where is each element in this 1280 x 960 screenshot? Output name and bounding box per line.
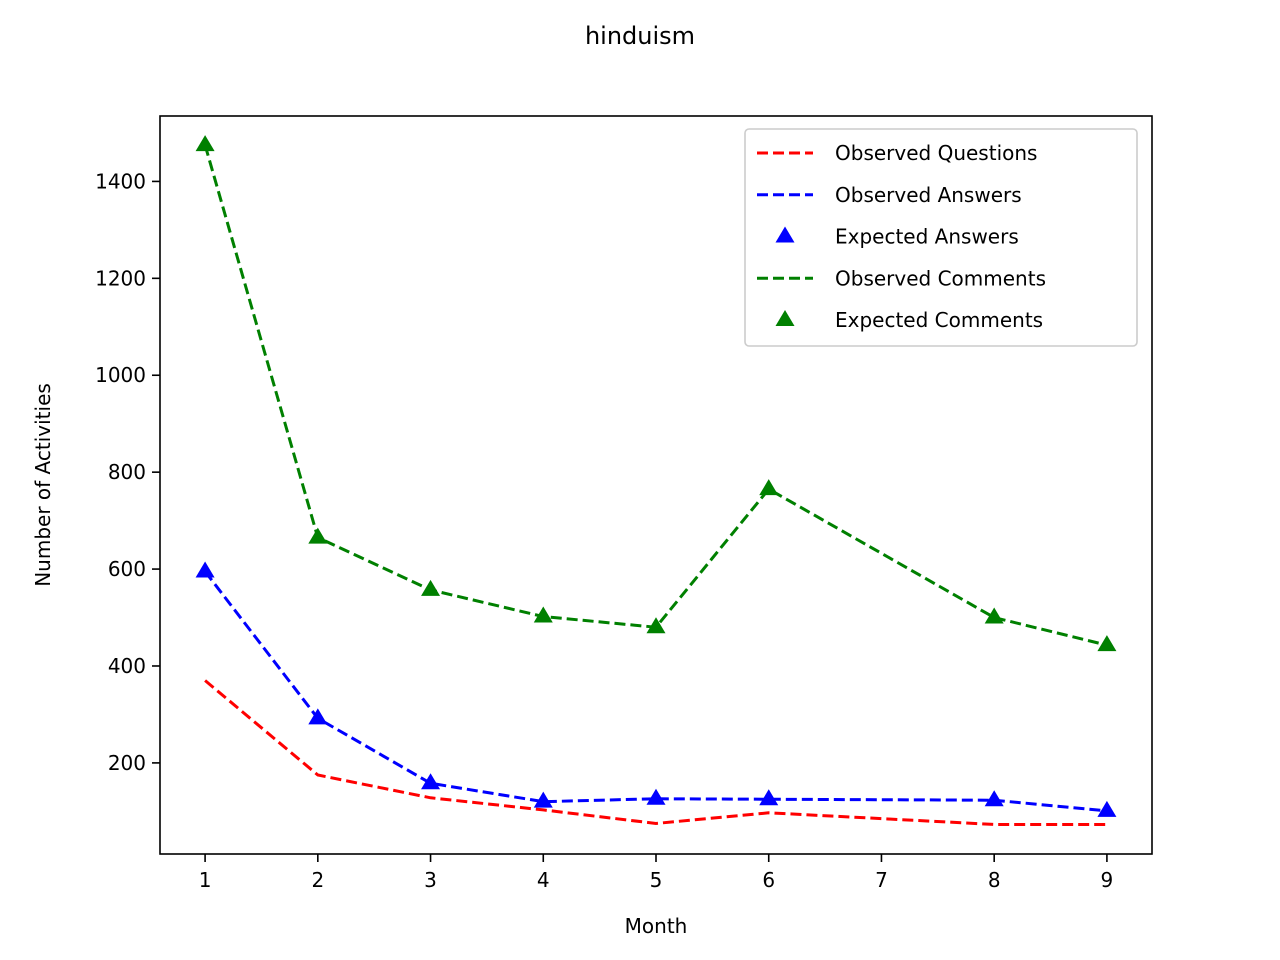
data-point-expected-comments: [646, 617, 666, 634]
data-point-expected-comments: [195, 135, 215, 152]
chart-title: hinduism: [585, 22, 695, 50]
x-tick-label: 2: [311, 868, 324, 892]
series-observed-comments: [203, 144, 1108, 647]
legend-item-observed-answers: Observed Answers: [757, 183, 1022, 207]
y-tick-label: 800: [108, 460, 146, 484]
y-tick-label: 1000: [95, 363, 146, 387]
series-line-observed-answers: [203, 570, 1108, 813]
series-observed-questions: [204, 679, 1107, 826]
x-tick-label: 1: [199, 868, 212, 892]
x-tick-label: 6: [762, 868, 775, 892]
data-point-expected-answers: [195, 561, 215, 578]
x-axis: 1 2 3 4 5 6 7 8 9: [199, 854, 1114, 892]
y-tick-label: 1200: [95, 266, 146, 290]
y-axis-label: Number of Activities: [31, 383, 55, 587]
legend: Observed Questions Observed Answers Expect…: [744, 128, 1138, 347]
data-point-expected-answers: [533, 791, 553, 808]
y-axis: 200 400 600 800 1000 1200 1400: [95, 169, 160, 775]
legend-label: Observed Answers: [835, 183, 1022, 207]
legend-label: Observed Comments: [835, 266, 1046, 290]
data-point-expected-comments: [1097, 635, 1117, 652]
data-point-expected-answers: [759, 789, 779, 806]
data-point-expected-comments: [533, 606, 553, 623]
legend-item-expected-answers: Expected Answers: [775, 225, 1019, 249]
y-tick-label: 1400: [95, 169, 146, 193]
data-point-expected-answers: [646, 788, 666, 805]
y-tick-label: 400: [108, 654, 146, 678]
series-observed-answers: [203, 570, 1108, 813]
series-line-observed-questions: [204, 679, 1107, 826]
legend-label: Expected Answers: [835, 225, 1019, 249]
x-tick-label: 3: [424, 868, 437, 892]
x-tick-label: 8: [988, 868, 1001, 892]
legend-marker-swatch: [775, 226, 795, 243]
series-line-observed-comments: [203, 144, 1108, 647]
legend-box: [744, 128, 1138, 347]
y-tick-label: 200: [108, 751, 146, 775]
data-point-expected-answers: [308, 708, 328, 725]
data-point-expected-answers: [984, 790, 1004, 807]
legend-label: Observed Questions: [835, 141, 1037, 165]
legend-marker-swatch: [775, 310, 795, 326]
data-point-expected-answers: [1097, 800, 1117, 817]
x-tick-label: 7: [875, 868, 888, 892]
x-tick-label: 9: [1101, 868, 1114, 892]
data-point-expected-comments: [308, 527, 328, 544]
legend-item-observed-comments: Observed Comments: [757, 266, 1046, 290]
x-tick-label: 5: [650, 868, 663, 892]
legend-label: Expected Comments: [835, 308, 1043, 332]
data-point-expected-comments: [759, 479, 779, 496]
series-expected-comments: [195, 135, 1117, 652]
data-point-expected-comments: [984, 607, 1004, 624]
data-point-expected-answers: [421, 773, 441, 790]
data-point-expected-comments: [421, 579, 441, 596]
legend-item-observed-questions: Observed Questions: [757, 141, 1037, 165]
x-axis-label: Month: [625, 914, 688, 938]
plot-area: [195, 135, 1117, 826]
x-tick-label: 4: [537, 868, 550, 892]
series-expected-answers: [195, 561, 1117, 817]
legend-item-expected-comments: Expected Comments: [775, 308, 1043, 332]
y-tick-label: 600: [108, 557, 146, 581]
